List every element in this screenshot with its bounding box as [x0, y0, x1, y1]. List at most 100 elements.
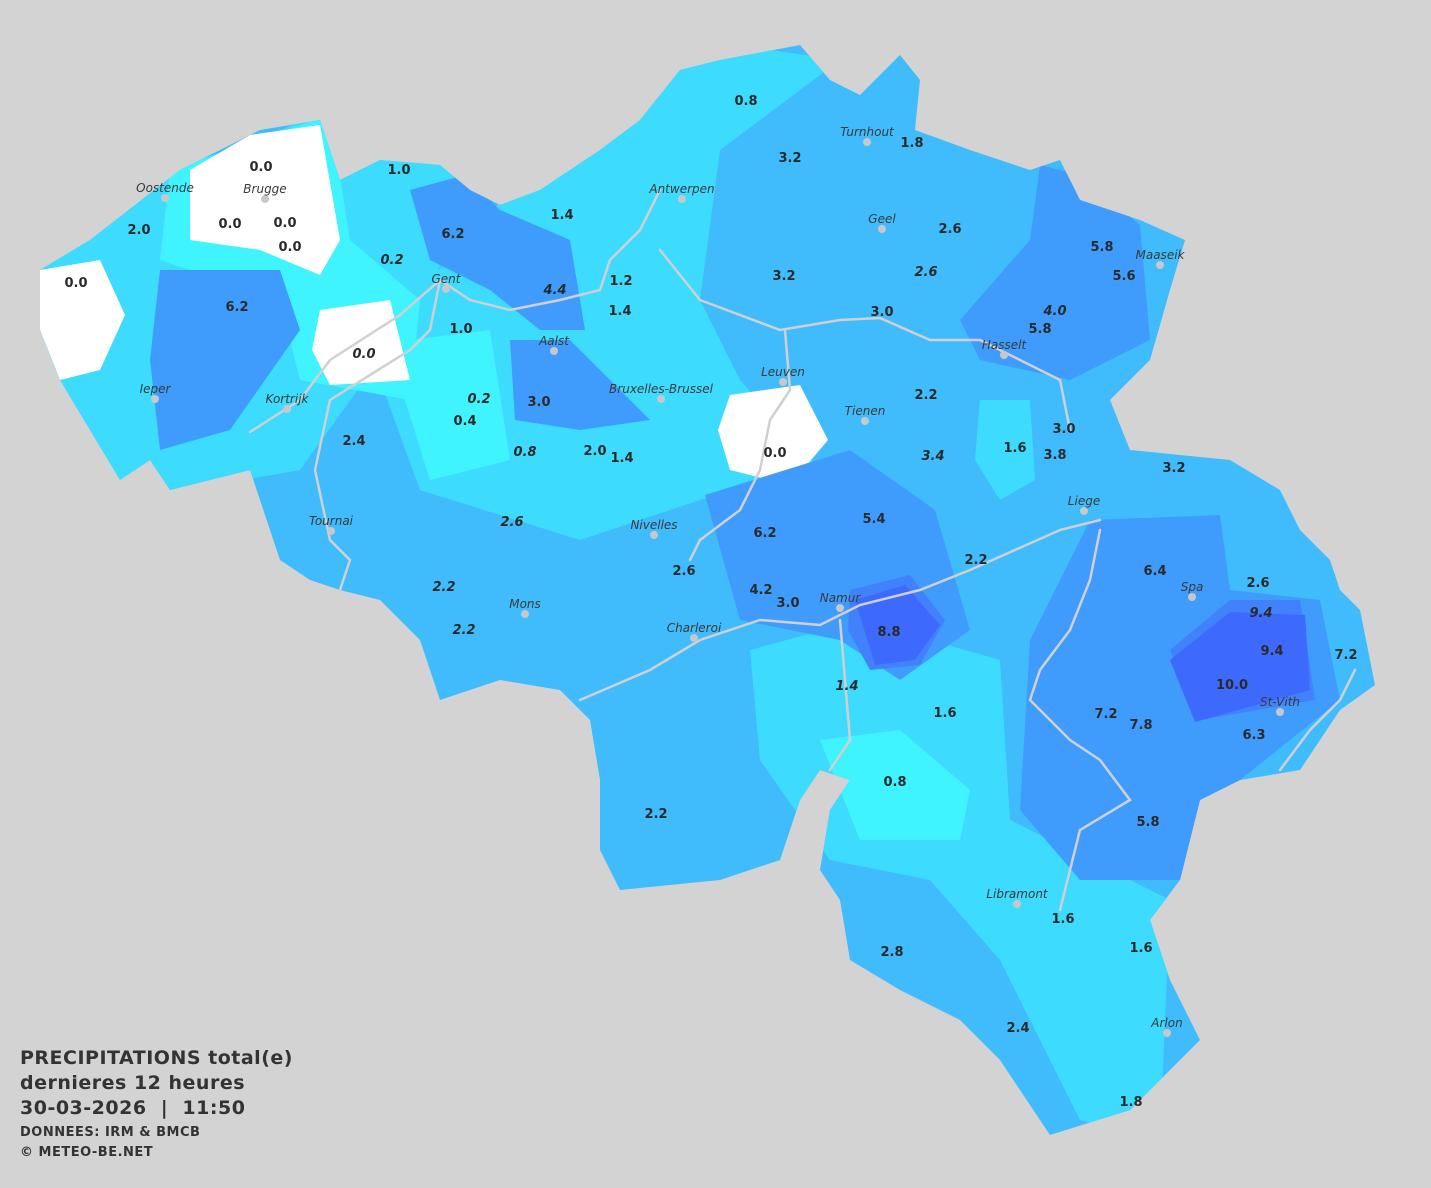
city-dot	[1276, 708, 1284, 716]
station-value: 0.0	[218, 217, 241, 232]
city-dot	[550, 347, 558, 355]
station-value: 0.0	[763, 446, 786, 461]
station-value: 0.2	[467, 392, 490, 407]
river	[1278, 668, 1357, 772]
station-value: 2.2	[914, 388, 937, 403]
station-value: 8.8	[877, 625, 900, 640]
city-label: Ieper	[140, 382, 172, 396]
station-value: 3.2	[1162, 461, 1185, 476]
station-value: 0.8	[883, 775, 906, 790]
station-value: 3.0	[870, 305, 893, 320]
station-value: 0.0	[249, 160, 272, 175]
rivers	[248, 188, 1357, 912]
zone-medium	[510, 340, 650, 430]
station-value: 4.0	[1042, 304, 1066, 319]
city-dot	[442, 285, 450, 293]
city-dot	[657, 395, 665, 403]
station-value: 1.0	[449, 322, 472, 337]
city-dot	[521, 610, 529, 618]
station-value: 1.4	[550, 208, 573, 223]
river	[688, 328, 792, 562]
city-label: Leuven	[761, 365, 805, 379]
city-label: Tienen	[845, 404, 886, 418]
station-value: 7.8	[1129, 718, 1152, 733]
river	[248, 188, 662, 434]
station-value: 1.2	[609, 274, 632, 289]
city-label: Geel	[868, 212, 896, 226]
city-label: Mons	[509, 597, 541, 611]
city-dot	[161, 194, 169, 202]
river	[828, 618, 852, 772]
city-dot	[878, 225, 886, 233]
station-value: 3.4	[921, 449, 944, 464]
station-value: 2.0	[127, 223, 150, 238]
station-value: 7.2	[1334, 648, 1357, 663]
station-value: 2.4	[342, 434, 365, 449]
station-value: 5.8	[1090, 240, 1113, 255]
city-label: Bruxelles-Brussel	[609, 382, 714, 396]
precipitation-zones	[40, 45, 1340, 1135]
city-dot	[690, 634, 698, 642]
station-value: 2.2	[452, 623, 475, 638]
station-value: 2.6	[672, 564, 695, 579]
city-label: Liege	[1068, 494, 1100, 508]
station-value: 2.2	[432, 580, 455, 595]
station-value: 3.2	[778, 151, 801, 166]
city-dot	[678, 195, 686, 203]
station-value: 2.0	[583, 444, 606, 459]
zone-light	[975, 400, 1035, 500]
station-value: 0.0	[64, 276, 87, 291]
city-dot	[861, 417, 869, 425]
zone-medium	[150, 270, 300, 450]
legend-title: PRECIPITATIONS total(e)	[20, 1047, 293, 1069]
zone-very_heavy	[855, 585, 940, 665]
station-value: 1.8	[900, 136, 923, 151]
station-value: 3.8	[1043, 448, 1066, 463]
station-value: 1.6	[1003, 441, 1026, 456]
zone-very_heavy	[1170, 612, 1310, 722]
zone-medium	[960, 165, 1150, 380]
city-label: Namur	[820, 591, 862, 605]
station-value: 3.2	[772, 269, 795, 284]
station-value: 4.2	[749, 583, 772, 598]
city-label: Antwerpen	[648, 182, 714, 196]
city-dot	[327, 527, 335, 535]
station-value: 6.2	[225, 300, 248, 315]
station-value: 2.8	[880, 945, 903, 960]
legend-datetime: 30-03-2026 | 11:50	[20, 1097, 246, 1119]
map-legend: PRECIPITATIONS total(e) dernieres 12 heu…	[20, 1046, 293, 1163]
city-dot	[836, 604, 844, 612]
city-dot	[1080, 507, 1088, 515]
station-value: 3.0	[776, 596, 799, 611]
station-value: 9.4	[1249, 606, 1272, 621]
station-value: 2.6	[938, 222, 961, 237]
city-label: Nivelles	[630, 518, 677, 532]
station-values: 0.0 0.0 0.0 0.0 2.0 0.0 6.2 0.0 1.0 0.2 6.2 1.0 4.4 1…	[64, 94, 1357, 1110]
cities: Oostende Brugge Gent Antwerpen Turnhout Geel M…	[136, 125, 1300, 1037]
city-dot	[1013, 900, 1021, 908]
station-value: 1.4	[835, 679, 858, 694]
city-label: Maaseik	[1136, 248, 1186, 262]
city-dot	[863, 138, 871, 146]
city-label: Oostende	[136, 181, 194, 195]
city-label: Charleroi	[667, 621, 722, 635]
river	[313, 278, 442, 592]
city-label: Aalst	[538, 334, 570, 348]
station-value: 4.4	[542, 283, 566, 298]
city-dot	[1000, 351, 1008, 359]
legend-period: dernieres 12 heures	[20, 1072, 246, 1094]
station-value: 2.4	[1006, 1021, 1029, 1036]
river	[658, 248, 1072, 432]
zone-very_light	[820, 730, 970, 840]
station-value: 2.6	[1246, 576, 1269, 591]
city-dot	[283, 405, 291, 413]
zone-none	[312, 300, 410, 385]
city-label: Kortrijk	[266, 392, 310, 406]
city-dot	[1156, 261, 1164, 269]
station-value: 0.0	[273, 216, 296, 231]
station-value: 1.6	[933, 706, 956, 721]
zone-medium	[410, 175, 585, 330]
city-label: Hasselt	[982, 338, 1028, 352]
legend-copyright: © METEO-BE.NET	[20, 1145, 154, 1160]
city-dot	[1163, 1029, 1171, 1037]
